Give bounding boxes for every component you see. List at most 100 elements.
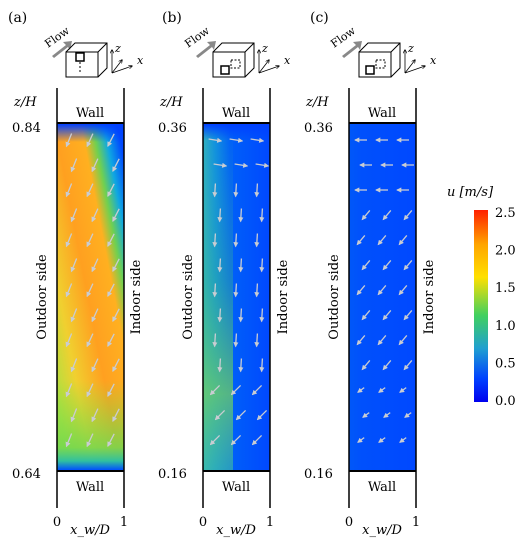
flow-indicator: Flow xyxy=(328,24,362,58)
vector-arrow xyxy=(238,258,244,273)
vector-arrow xyxy=(208,137,223,143)
vector-arrow xyxy=(403,309,413,321)
vector-arrow xyxy=(378,437,386,443)
x-max-tick: 1 xyxy=(412,515,420,530)
panel-tag: (c) xyxy=(310,10,329,26)
velocity-field-a xyxy=(57,124,124,470)
flow-arrow-icon xyxy=(342,41,362,58)
vector-arrow xyxy=(212,233,218,248)
colorbar-tick-label: 2.0 xyxy=(495,244,516,259)
vector-arrow xyxy=(214,409,226,421)
vector-arrow xyxy=(356,234,366,246)
vector-arrow xyxy=(91,358,99,373)
vector-arrow xyxy=(259,308,265,323)
vector-arrows xyxy=(65,133,120,448)
vector-arrow xyxy=(112,158,120,172)
vector-arrow xyxy=(107,233,115,247)
vector-arrow xyxy=(217,308,223,323)
vector-arrow xyxy=(254,283,260,298)
vector-arrows xyxy=(208,137,270,446)
vector-arrow xyxy=(259,258,265,273)
axis-z-letter: z xyxy=(114,42,121,55)
x-min-tick: 0 xyxy=(345,515,353,530)
vector-arrow xyxy=(70,308,78,323)
velocity-field-b xyxy=(203,124,270,470)
probe-window-icon xyxy=(365,65,375,75)
vector-arrow xyxy=(238,208,244,223)
vector-arrow xyxy=(107,333,115,347)
vector-arrow xyxy=(256,409,268,421)
vector-arrow xyxy=(70,158,78,173)
vector-arrow xyxy=(112,358,120,372)
vector-arrow xyxy=(398,284,408,296)
outdoor-side-label: Outdoor side xyxy=(181,254,196,340)
vector-arrow xyxy=(86,283,94,298)
vector-arrow xyxy=(255,162,270,168)
vector-arrow xyxy=(238,358,244,373)
vector-arrow xyxy=(229,137,244,143)
vector-arrow xyxy=(403,359,413,371)
colorbar-tick-label: 0.0 xyxy=(495,394,516,409)
vector-arrow xyxy=(361,259,371,271)
vector-arrow xyxy=(212,183,218,198)
vector-arrow xyxy=(382,209,392,221)
top-wall-label: Wall xyxy=(222,106,250,121)
vector-arrow xyxy=(86,133,94,148)
vector-arrow xyxy=(362,412,370,418)
z-axis-label: z/H xyxy=(13,95,37,110)
vector-arrow xyxy=(65,233,73,248)
panel-c: (c) Flow z x z/H 0.36 0.16 Wall Wall xyxy=(304,10,437,538)
vector-arrow xyxy=(361,209,371,221)
vector-arrow xyxy=(230,434,242,446)
probe-window-icon xyxy=(220,65,230,75)
vector-arrow xyxy=(357,437,365,443)
indoor-side-label: Indoor side xyxy=(129,259,144,334)
vector-arrow xyxy=(112,308,120,322)
z-bottom-value: 0.16 xyxy=(304,467,333,482)
vector-arrow xyxy=(403,259,413,271)
indoor-side-label: Indoor side xyxy=(276,259,291,334)
building-sketch-icon xyxy=(358,42,401,78)
vector-arrow xyxy=(254,183,260,198)
vector-arrow xyxy=(238,308,244,323)
bottom-wall-label: Wall xyxy=(368,480,396,495)
panel-a: (a) Flow z x z/H 0.84 0.64 Wall Wall xyxy=(8,10,144,538)
vector-arrow xyxy=(65,133,73,148)
vector-arrow xyxy=(112,408,120,422)
axes-triad-icon xyxy=(405,50,425,74)
vector-arrow xyxy=(213,162,228,168)
vector-arrow xyxy=(383,412,391,418)
vector-arrow xyxy=(91,308,99,323)
x-axis-label: x_w/D xyxy=(216,523,256,538)
vector-arrow xyxy=(65,333,73,348)
vector-arrow xyxy=(356,284,366,296)
vector-arrow xyxy=(251,384,263,396)
vector-arrow xyxy=(403,209,413,221)
vector-arrow xyxy=(70,408,78,423)
vector-arrow xyxy=(86,183,94,198)
x-axis-label: x_w/D xyxy=(70,523,110,538)
vector-arrow xyxy=(91,208,99,223)
vector-arrow xyxy=(378,387,386,393)
flow-arrow-icon xyxy=(52,41,72,58)
x-axis-label: x_w/D xyxy=(362,523,402,538)
vector-arrow xyxy=(112,258,120,272)
vector-arrow xyxy=(65,183,73,198)
vector-arrow xyxy=(70,258,78,273)
bottom-wall-label: Wall xyxy=(222,480,250,495)
vector-arrow xyxy=(86,433,94,448)
z-top-value: 0.84 xyxy=(12,121,41,136)
colorbar-tick-label: 1.0 xyxy=(495,319,516,334)
velocity-field-c xyxy=(349,124,416,470)
vector-arrow xyxy=(399,387,407,393)
vector-arrow xyxy=(361,359,371,371)
vector-arrow xyxy=(398,234,408,246)
z-bottom-value: 0.64 xyxy=(12,467,41,482)
panel-b: (b) Flow z x z/H 0.36 0.16 Wall Wall xyxy=(158,10,291,538)
vector-arrow xyxy=(212,283,218,298)
vector-arrow xyxy=(209,434,221,446)
vector-arrow xyxy=(86,233,94,248)
vector-arrow xyxy=(259,208,265,223)
vector-arrow xyxy=(91,258,99,273)
vector-arrow xyxy=(357,387,365,393)
